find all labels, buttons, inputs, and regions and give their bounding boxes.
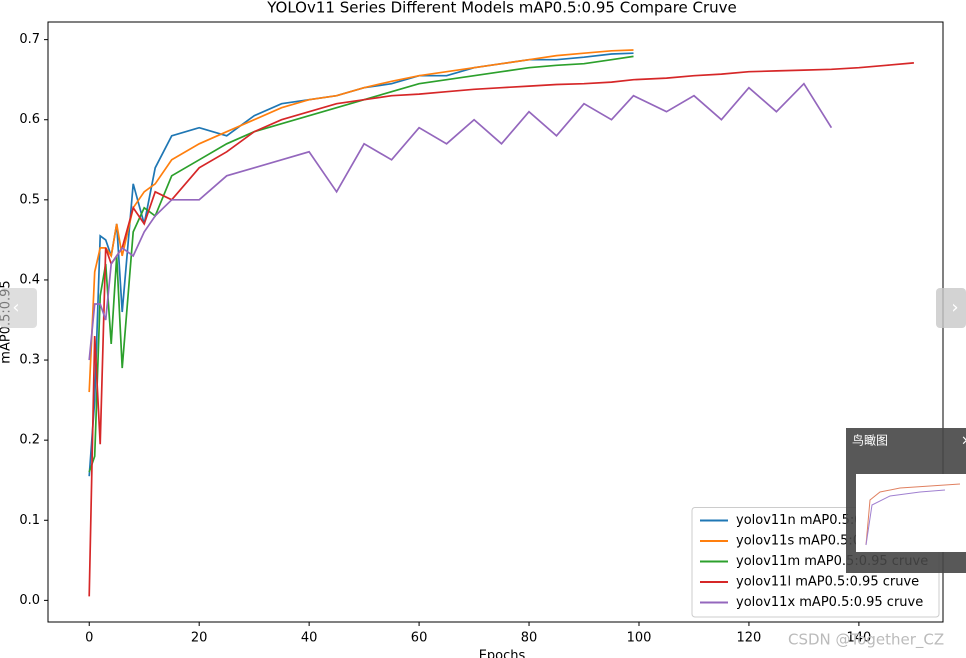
minimap-sketch — [865, 489, 946, 546]
x-tick-label: 100 — [627, 631, 652, 646]
watermark: CSDN @Together_CZ — [788, 631, 944, 650]
next-icon: › — [951, 297, 958, 318]
y-tick-label: 0.0 — [19, 593, 40, 608]
minimap-thumbnail[interactable] — [856, 474, 966, 552]
prev-button[interactable] — [0, 288, 37, 328]
y-tick-label: 0.6 — [19, 112, 40, 127]
x-axis-label: Epochs — [479, 649, 526, 658]
y-tick-label: 0.2 — [19, 433, 40, 448]
y-tick-label: 0.1 — [19, 513, 40, 528]
x-tick-label: 20 — [191, 631, 208, 646]
chart-title: YOLOv11 Series Different Models mAP0.5:0… — [266, 0, 737, 17]
minimap-title: 鸟瞰图 — [852, 433, 888, 448]
x-tick-label: 60 — [411, 631, 428, 646]
next-button[interactable] — [936, 288, 966, 328]
x-tick-label: 0 — [85, 631, 93, 646]
plot-layer: 0.0 0.1 0.2 0.3 0.4 0.5 0.6 0.7 0 20 40 60 80 100 120 1… — [19, 32, 940, 646]
series-line — [88, 62, 914, 597]
prev-icon: ‹ — [12, 297, 19, 318]
minimap-sketch — [865, 483, 961, 546]
legend-label: yolov11l mAP0.5:0.95 cruve — [736, 575, 919, 590]
y-tick-label: 0.5 — [19, 192, 40, 207]
minimap-close[interactable]: × — [961, 434, 966, 449]
series-line — [88, 82, 833, 361]
series-line — [88, 52, 634, 477]
x-tick-label: 120 — [737, 631, 762, 646]
x-tick-label: 40 — [301, 631, 318, 646]
y-tick-label: 0.3 — [19, 353, 40, 368]
x-tick-label: 80 — [521, 631, 538, 646]
legend-label: yolov11x mAP0.5:0.95 cruve — [736, 595, 923, 610]
x-tick-label: 140 — [846, 631, 871, 646]
y-tick-label: 0.7 — [19, 32, 40, 47]
y-tick-label: 0.4 — [19, 272, 40, 287]
overlay-ui: ‹ › 鸟瞰图 × CSDN @Together_CZ — [0, 288, 966, 650]
series-line — [88, 49, 634, 393]
series-line — [88, 55, 634, 473]
